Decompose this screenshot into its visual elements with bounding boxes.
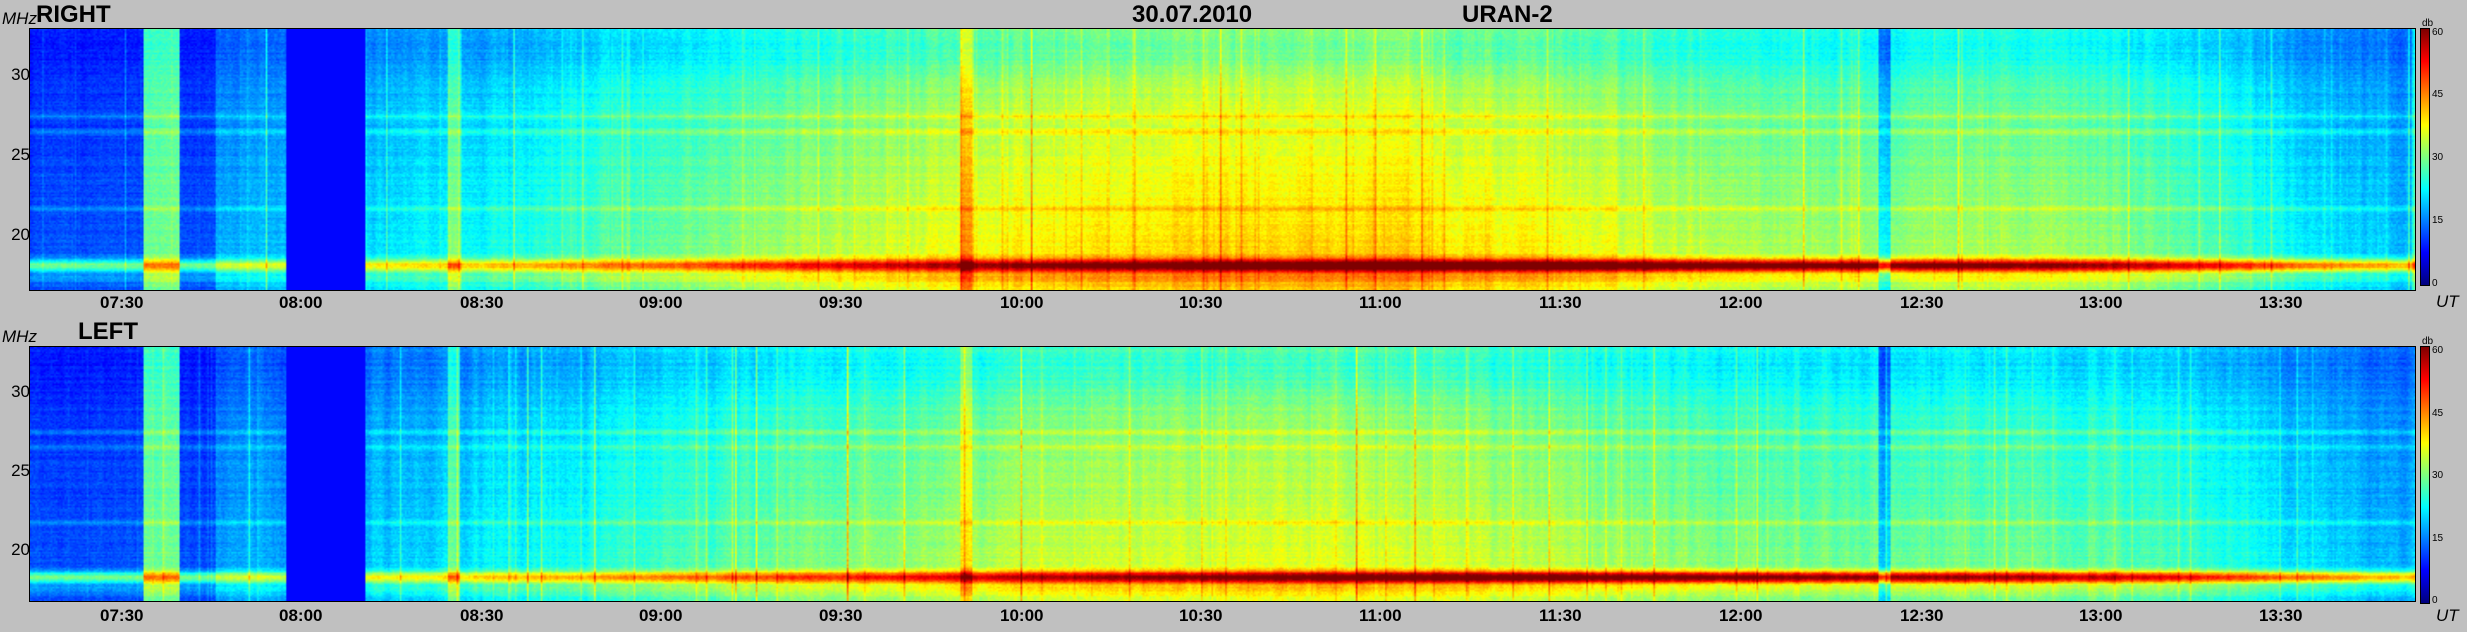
x-tick-label: 13:30 [2259, 606, 2303, 625]
x-tick-label: 10:30 [1179, 293, 1223, 312]
x-tick-label: 07:30 [100, 606, 144, 625]
colorbar-tick: 30 [2432, 152, 2444, 163]
x-tick-label: 10:00 [1000, 606, 1044, 625]
spectrogram-left [29, 346, 2416, 602]
x-tick-label: 12:00 [1719, 293, 1763, 312]
y-axis-unit-left: MHz [2, 327, 37, 346]
x-tick-label: 08:30 [460, 293, 504, 312]
colorbar-unit-left: db [2422, 336, 2434, 347]
spectrogram-right [29, 28, 2416, 291]
colorbar-tick: 15 [2432, 215, 2444, 226]
colorbar-tick: 45 [2432, 89, 2444, 100]
colorbar-tick: 60 [2432, 345, 2444, 356]
x-tick-label: 09:30 [819, 606, 863, 625]
colorbar-left [2420, 346, 2430, 604]
y-tick-label: 25 [11, 461, 30, 480]
x-axis-unit-right: UT [2436, 292, 2459, 311]
colorbar-tick: 0 [2432, 278, 2438, 289]
y-axis-unit-right: MHz [2, 9, 37, 28]
x-tick-label: 08:00 [279, 606, 323, 625]
y-tick-label: 30 [11, 382, 30, 401]
y-tick-label: 20 [11, 540, 30, 559]
observation-date: 30.07.2010 [1132, 1, 1253, 28]
x-tick-label: 07:30 [100, 293, 144, 312]
x-tick-label: 13:00 [2079, 293, 2123, 312]
colorbar-right [2420, 28, 2430, 286]
x-tick-label: 13:30 [2259, 293, 2303, 312]
panel-title-right: RIGHT [36, 1, 111, 28]
y-tick-label: 25 [11, 145, 30, 164]
y-tick-label: 30 [11, 65, 30, 84]
x-tick-label: 10:00 [1000, 293, 1044, 312]
x-tick-label: 08:30 [460, 606, 504, 625]
colorbar-tick: 60 [2432, 27, 2444, 38]
y-tick-label: 20 [11, 225, 30, 244]
colorbar-tick: 45 [2432, 408, 2444, 419]
x-tick-label: 09:30 [819, 293, 863, 312]
x-axis-unit-left: UT [2436, 606, 2459, 625]
panel-title-left: LEFT [78, 318, 138, 345]
x-tick-label: 09:00 [639, 293, 683, 312]
x-tick-label: 10:30 [1179, 606, 1223, 625]
colorbar-tick: 0 [2432, 595, 2438, 606]
instrument-name: URAN-2 [1462, 1, 1553, 28]
x-tick-label: 12:30 [1900, 606, 1944, 625]
x-tick-label: 11:30 [1539, 606, 1582, 625]
x-tick-label: 09:00 [639, 606, 683, 625]
x-tick-label: 11:00 [1359, 606, 1402, 625]
colorbar-tick: 30 [2432, 470, 2444, 481]
colorbar-unit-right: db [2422, 18, 2434, 29]
x-tick-label: 12:00 [1719, 606, 1763, 625]
colorbar-tick: 15 [2432, 533, 2444, 544]
x-tick-label: 11:00 [1359, 293, 1402, 312]
x-tick-label: 12:30 [1900, 293, 1944, 312]
x-tick-label: 08:00 [279, 293, 323, 312]
x-tick-label: 11:30 [1539, 293, 1582, 312]
x-tick-label: 13:00 [2079, 606, 2123, 625]
